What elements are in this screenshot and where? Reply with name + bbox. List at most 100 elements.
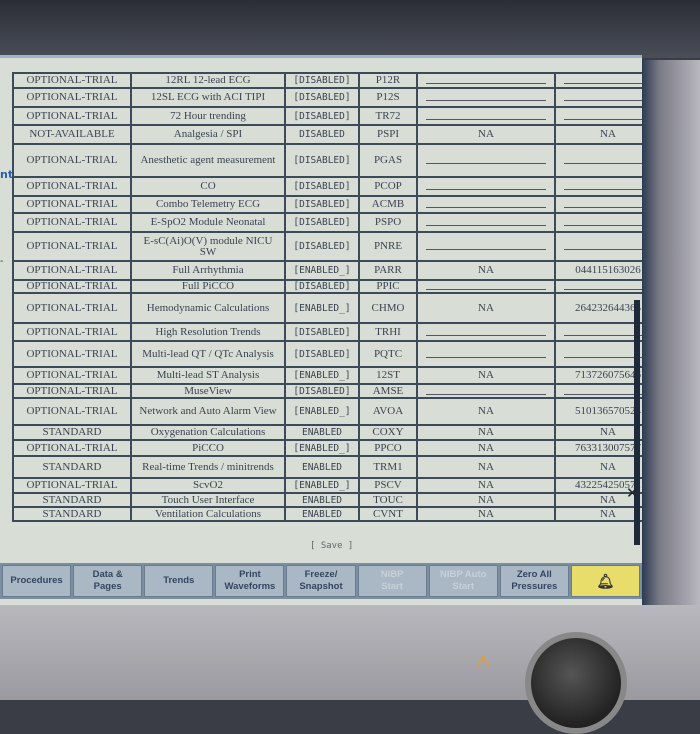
table-row[interactable]: OPTIONAL-TRIAL Multi-lead QT / QTc Analys… — [12, 340, 662, 368]
license-type-cell: STANDARD — [12, 455, 132, 479]
table-row[interactable]: STANDARD Ventilation Calculations ENABLED C… — [12, 506, 662, 522]
table-row[interactable]: OPTIONAL-TRIAL High Resolution Trends [DIS… — [12, 322, 662, 342]
table-row[interactable]: OPTIONAL-TRIAL Full PiCCO [DISABLED] PPIC — [12, 279, 662, 294]
option-name-cell: PiCCO — [130, 439, 286, 457]
option-name-cell: Network and Auto Alarm View — [130, 397, 286, 426]
rotary-knob[interactable] — [525, 632, 627, 734]
trends-button[interactable]: Trends — [144, 565, 214, 597]
table-row[interactable]: STANDARD Touch User Interface ENABLED TOUC N… — [12, 492, 662, 508]
license-type-cell: OPTIONAL-TRIAL — [12, 340, 132, 368]
status-cell: DISABLED — [284, 124, 360, 145]
col-na-cell: NA — [416, 124, 556, 145]
save-button[interactable]: [ Save ] — [310, 541, 354, 551]
table-row[interactable]: OPTIONAL-TRIAL Combo Telemetry ECG [DISABL… — [12, 195, 662, 214]
table-row[interactable]: OPTIONAL-TRIAL PiCCO [ENABLED_] PPCO NA 76331… — [12, 439, 662, 457]
option-key-cell — [554, 279, 662, 294]
status-cell: [DISABLED] — [284, 383, 360, 399]
col-na-cell: NA — [416, 260, 556, 281]
license-type-cell: OPTIONAL-TRIAL — [12, 106, 132, 126]
status-cell: [ENABLED_] — [284, 439, 360, 457]
option-code-cell: AMSE — [358, 383, 418, 399]
table-row[interactable]: OPTIONAL-TRIAL Anesthetic agent measureme… — [12, 143, 662, 178]
license-type-cell: OPTIONAL-TRIAL — [12, 260, 132, 281]
option-name-cell: Combo Telemetry ECG — [130, 195, 286, 214]
table-row[interactable]: OPTIONAL-TRIAL 12RL 12-lead ECG [DISABLED]… — [12, 72, 662, 89]
option-name-cell: E-SpO2 Module Neonatal — [130, 212, 286, 233]
table-row[interactable]: OPTIONAL-TRIAL E-SpO2 Module Neonatal [DIS… — [12, 212, 662, 233]
license-type-cell: OPTIONAL-TRIAL — [12, 143, 132, 178]
empty-field — [564, 183, 652, 190]
close-icon[interactable]: ✕ — [626, 484, 639, 502]
option-code-cell: TR72 — [358, 106, 418, 126]
table-row[interactable]: OPTIONAL-TRIAL MuseView [DISABLED] AMSE — [12, 383, 662, 399]
license-type-cell: OPTIONAL-TRIAL — [12, 231, 132, 262]
side-dash: - — [0, 256, 4, 267]
table-row[interactable]: OPTIONAL-TRIAL Network and Auto Alarm Vie… — [12, 397, 662, 426]
table-row[interactable]: OPTIONAL-TRIAL Hemodynamic Calculations [E… — [12, 292, 662, 324]
side-label: nt — [0, 168, 14, 181]
option-name-cell: Ventilation Calculations — [130, 506, 286, 522]
status-cell: [DISABLED] — [284, 143, 360, 178]
table-row[interactable]: NOT-AVAILABLE Analgesia / SPI DISABLED PSPI… — [12, 124, 662, 145]
freeze-snapshot-button[interactable]: Freeze/ Snapshot — [286, 565, 356, 597]
license-type-cell: OPTIONAL-TRIAL — [12, 279, 132, 294]
nibp-auto-start-button[interactable]: NIBP Auto Start — [428, 565, 498, 597]
table-row[interactable]: OPTIONAL-TRIAL CO [DISABLED] PCOP — [12, 176, 662, 197]
table-row[interactable]: OPTIONAL-TRIAL Full Arrhythmia [ENABLED_] P… — [12, 260, 662, 281]
empty-field — [426, 351, 546, 358]
option-code-cell: PPCO — [358, 439, 418, 457]
col-na-cell — [416, 340, 556, 368]
empty-field — [564, 113, 652, 120]
license-type-cell: OPTIONAL-TRIAL — [12, 366, 132, 385]
scrollbar[interactable] — [634, 300, 640, 545]
empty-field — [426, 329, 546, 336]
status-cell: [DISABLED] — [284, 87, 360, 108]
option-name-cell: Multi-lead QT / QTc Analysis — [130, 340, 286, 368]
option-name-cell: 72 Hour trending — [130, 106, 286, 126]
table-row[interactable]: OPTIONAL-TRIAL 12SL ECG with ACI TIPI [DIS… — [12, 87, 662, 108]
option-code-cell: PGAS — [358, 143, 418, 178]
table-row[interactable]: STANDARD Real-time Trends / minitrends ENA… — [12, 455, 662, 479]
option-code-cell: PQTC — [358, 340, 418, 368]
option-code-cell: CHMO — [358, 292, 418, 324]
alarm-button[interactable]: 🔔︎ — [570, 565, 640, 597]
table-row[interactable]: OPTIONAL-TRIAL ScvO2 [ENABLED_] PSCV NA 43225… — [12, 477, 662, 494]
col-na-cell — [416, 176, 556, 197]
empty-field — [426, 283, 546, 290]
col-na-cell: NA — [416, 424, 556, 441]
license-type-cell: STANDARD — [12, 506, 132, 522]
license-type-cell: OPTIONAL-TRIAL — [12, 212, 132, 233]
option-code-cell: P12R — [358, 72, 418, 89]
table-row[interactable]: OPTIONAL-TRIAL 72 Hour trending [DISABLED]… — [12, 106, 662, 126]
empty-field — [564, 77, 652, 84]
data-pages-button[interactable]: Data & Pages — [73, 565, 143, 597]
print-waveforms-button[interactable]: Print Waveforms — [215, 565, 285, 597]
table-row[interactable]: STANDARD Oxygenation Calculations ENABLED C… — [12, 424, 662, 441]
col-na-cell — [416, 87, 556, 108]
table-row[interactable]: OPTIONAL-TRIAL E-sC(Ai)O(V) module NICU S… — [12, 231, 662, 262]
empty-field — [564, 94, 652, 101]
bell-alarm-icon: 🔔︎ — [596, 573, 615, 589]
option-key-cell: 044115163026 — [554, 260, 662, 281]
col-na-cell — [416, 72, 556, 89]
license-type-cell: OPTIONAL-TRIAL — [12, 195, 132, 214]
nibp-start-button[interactable]: NIBP Start — [357, 565, 427, 597]
status-cell: [ENABLED_] — [284, 292, 360, 324]
status-cell: ENABLED — [284, 492, 360, 508]
status-cell: [DISABLED] — [284, 195, 360, 214]
license-type-cell: OPTIONAL-TRIAL — [12, 383, 132, 399]
table-row[interactable]: OPTIONAL-TRIAL Multi-lead ST Analysis [ENA… — [12, 366, 662, 385]
option-key-cell: NA — [554, 124, 662, 145]
zero-all-pressures-button[interactable]: Zero All Pressures — [499, 565, 569, 597]
col-na-cell: NA — [416, 439, 556, 457]
license-type-cell: OPTIONAL-TRIAL — [12, 439, 132, 457]
procedures-button[interactable]: Procedures — [2, 565, 72, 597]
col-na-cell — [416, 231, 556, 262]
empty-field — [426, 113, 546, 120]
col-na-cell: NA — [416, 506, 556, 522]
option-code-cell: TRM1 — [358, 455, 418, 479]
option-code-cell: COXY — [358, 424, 418, 441]
license-type-cell: OPTIONAL-TRIAL — [12, 322, 132, 342]
options-table: OPTIONAL-TRIAL 12RL 12-lead ECG [DISABLED]… — [12, 72, 662, 522]
license-type-cell: NOT-AVAILABLE — [12, 124, 132, 145]
